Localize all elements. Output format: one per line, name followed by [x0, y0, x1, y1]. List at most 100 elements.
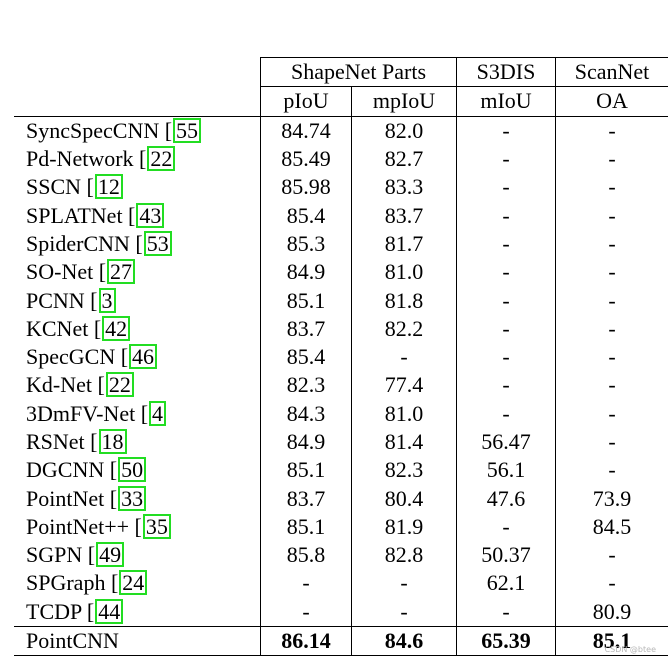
value-piou: 84.3 — [260, 399, 352, 428]
table-row: PointNet [33 83.7 80.4 47.6 73.9 — [14, 484, 668, 513]
method-cell: PointNet++ [35 — [14, 513, 261, 541]
value-piou: 83.7 — [260, 314, 352, 343]
citation-link[interactable]: 24 — [119, 570, 148, 596]
header-metric-row: pIoU mpIoU mIoU OA — [14, 86, 668, 117]
table-row: SpiderCNN [53 85.3 81.7- - — [14, 229, 668, 259]
value-miou: - — [456, 173, 556, 202]
table-row: SGPN [49 85.8 82.8 50.37- — [14, 541, 668, 570]
method-name: TCDP [ — [26, 598, 95, 624]
value-piou: 86.14 — [260, 626, 352, 657]
method-cell: SO-Net [27 — [14, 258, 261, 286]
value-mpiou: 80.4 — [351, 484, 457, 513]
value-miou: - — [456, 512, 556, 542]
value-miou: - — [456, 314, 556, 343]
citation-link[interactable]: 35 — [142, 513, 171, 539]
value-mpiou: 82.8 — [351, 541, 457, 570]
citation-link[interactable]: 27 — [107, 259, 136, 285]
citation-link[interactable]: 53 — [143, 230, 172, 256]
citation-link[interactable]: 43 — [136, 202, 165, 228]
value-mpiou: 83.7 — [351, 201, 457, 230]
value-oa: - — [555, 286, 668, 315]
value-mpiou: 82.0 — [351, 116, 457, 145]
value-mpiou: 82.3 — [351, 456, 457, 485]
method-name: SSCN [ — [26, 174, 94, 200]
method-name: Kd-Net [ — [26, 372, 105, 398]
watermark: CSDN @btee — [604, 645, 656, 654]
value-miou: - — [456, 371, 556, 400]
value-oa: 85.1 — [555, 626, 668, 657]
table-row: RSNet [18 84.9 81.4 56.47- — [14, 427, 668, 457]
method-cell: SPLATNet [43 — [14, 201, 261, 229]
table-row: KCNet [42 83.7 82.2- - — [14, 314, 668, 343]
method-name: SpecGCN [ — [26, 344, 129, 370]
citation-link[interactable]: 42 — [102, 315, 131, 341]
value-mpiou: 77.4 — [351, 371, 457, 400]
citation-link[interactable]: 33 — [118, 485, 147, 511]
method-cell: SyncSpecCNN [55 — [14, 116, 261, 145]
citation-link[interactable]: 22 — [147, 146, 176, 172]
value-oa: - — [555, 229, 668, 259]
value-piou: 85.1 — [260, 456, 352, 485]
table-row: TCDP [44- - -80.9 — [14, 597, 668, 627]
method-name: PointCNN — [14, 626, 261, 657]
value-mpiou: 81.0 — [351, 258, 457, 287]
method-name: SpiderCNN [ — [26, 230, 143, 256]
value-oa: - — [555, 342, 668, 372]
header-metric-oa: OA — [555, 86, 668, 117]
value-oa: - — [555, 569, 668, 598]
value-miou: - — [456, 399, 556, 428]
citation-link[interactable]: 55 — [173, 117, 202, 143]
table-row: 3DmFV-Net [4 84.3 81.0- - — [14, 399, 668, 428]
method-name: Pd-Network [ — [26, 146, 147, 172]
value-piou: 84.9 — [260, 258, 352, 287]
method-cell: PointNet [33 — [14, 484, 261, 512]
citation-link[interactable]: 12 — [94, 174, 123, 200]
value-oa: - — [555, 456, 668, 485]
value-oa: - — [555, 201, 668, 230]
value-mpiou: 81.7 — [351, 229, 457, 259]
method-name: SGPN [ — [26, 542, 96, 568]
value-miou: 50.37 — [456, 541, 556, 570]
citation-link[interactable]: 49 — [96, 542, 125, 568]
header-group-row: ShapeNet Parts S3DIS ScanNet — [14, 56, 668, 88]
method-name: PointNet++ [ — [26, 513, 142, 539]
citation-link[interactable]: 22 — [105, 372, 134, 398]
method-cell: PCNN [3 — [14, 286, 261, 314]
method-cell: RSNet [18 — [14, 428, 261, 456]
value-piou: 83.7 — [260, 484, 352, 513]
header-s3dis: S3DIS — [456, 56, 556, 88]
method-cell: SPGraph [24 — [14, 569, 261, 597]
value-mpiou: 83.3 — [351, 173, 457, 202]
value-miou: 56.47 — [456, 427, 556, 457]
citation-link[interactable]: 50 — [118, 457, 147, 483]
value-oa: - — [555, 258, 668, 287]
value-miou: 47.6 — [456, 484, 556, 513]
citation-link[interactable]: 4 — [149, 400, 167, 426]
table-row: DGCNN [50 85.1 82.3 56.1- — [14, 456, 668, 485]
method-cell: KCNet [42 — [14, 315, 261, 343]
table-row: SPLATNet [43 85.4 83.7- - — [14, 201, 668, 230]
value-piou: 85.8 — [260, 541, 352, 570]
value-oa: - — [555, 541, 668, 570]
table-row: SPGraph [24- -62.1- — [14, 569, 668, 598]
value-piou: 85.4 — [260, 342, 352, 372]
method-name: PCNN [ — [26, 287, 98, 313]
value-oa: - — [555, 144, 668, 174]
header-metric-miou: mIoU — [456, 86, 556, 117]
citation-link[interactable]: 3 — [98, 287, 116, 313]
value-mpiou: 82.2 — [351, 314, 457, 343]
value-miou: 62.1 — [456, 569, 556, 598]
citation-link[interactable]: 46 — [129, 344, 158, 370]
value-oa: 80.9 — [555, 597, 668, 627]
table-row: PCNN [3 85.1 81.8- - — [14, 286, 668, 315]
method-name: SO-Net [ — [26, 259, 107, 285]
method-name: 3DmFV-Net [ — [26, 400, 149, 426]
value-oa: 84.5 — [555, 512, 668, 542]
table-row: SSCN [12 85.98 83.3- - — [14, 173, 668, 202]
method-cell: Kd-Net [22 — [14, 371, 261, 399]
method-name: SyncSpecCNN [ — [26, 117, 173, 143]
citation-link[interactable]: 18 — [98, 429, 127, 454]
header-metric-mpiou: mpIoU — [351, 86, 457, 117]
citation-link[interactable]: 44 — [95, 598, 124, 624]
table-row: SyncSpecCNN [55 84.74 82.0- - — [14, 116, 668, 145]
